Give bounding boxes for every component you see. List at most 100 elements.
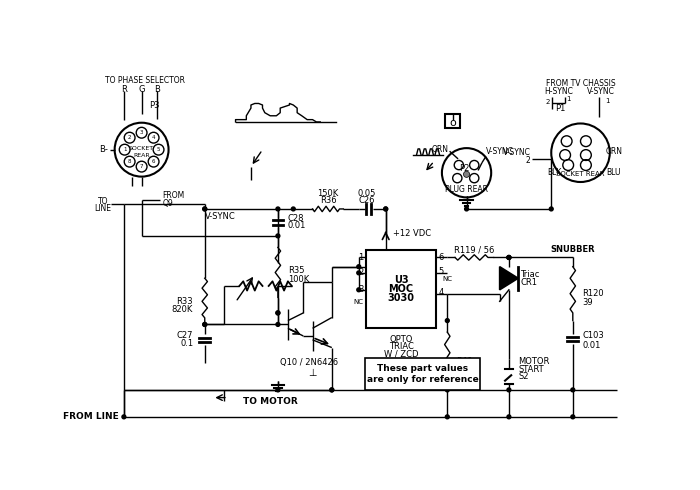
Text: 1K: 1K	[456, 365, 468, 373]
Text: 6: 6	[152, 159, 155, 164]
Circle shape	[203, 322, 206, 326]
Text: TO: TO	[98, 197, 108, 206]
Text: 0.01: 0.01	[288, 221, 307, 230]
Circle shape	[463, 171, 470, 177]
Circle shape	[276, 322, 280, 326]
Text: SOCKET: SOCKET	[129, 146, 154, 150]
Bar	[445, 114, 461, 128]
Text: 2: 2	[358, 269, 363, 277]
Circle shape	[276, 311, 280, 315]
Text: 150K: 150K	[317, 189, 339, 198]
Text: 820K: 820K	[172, 305, 193, 314]
Text: Q9: Q9	[162, 199, 173, 208]
Text: TRIAC: TRIAC	[389, 343, 414, 351]
Text: 3030: 3030	[388, 294, 414, 303]
Circle shape	[507, 255, 511, 259]
Text: H-SYNC: H-SYNC	[545, 87, 573, 96]
Circle shape	[445, 415, 449, 419]
Text: 7: 7	[140, 164, 143, 169]
Text: U3: U3	[394, 275, 408, 285]
Text: ⊥: ⊥	[308, 368, 317, 378]
Text: 1: 1	[567, 96, 571, 102]
Circle shape	[330, 388, 334, 392]
Text: ORN: ORN	[432, 145, 449, 154]
Circle shape	[571, 388, 575, 392]
Text: PLUG REAR: PLUG REAR	[445, 185, 488, 194]
Text: 1: 1	[123, 147, 127, 152]
Text: 0.05: 0.05	[357, 189, 376, 198]
Text: R35: R35	[288, 266, 304, 275]
Circle shape	[276, 388, 280, 392]
Text: C103: C103	[582, 332, 604, 341]
Text: V-SYNC: V-SYNC	[587, 87, 615, 96]
Text: 100K: 100K	[288, 274, 309, 284]
Text: 4: 4	[152, 135, 155, 140]
Text: R36: R36	[320, 196, 336, 205]
Text: 2: 2	[128, 135, 132, 140]
Text: R33: R33	[176, 297, 193, 306]
Circle shape	[276, 234, 280, 238]
Text: 0.1: 0.1	[180, 339, 193, 348]
Circle shape	[276, 311, 280, 315]
Text: OPTO: OPTO	[389, 335, 413, 343]
Text: W / ZCD: W / ZCD	[384, 350, 419, 359]
Text: 39: 39	[582, 298, 593, 307]
Polygon shape	[500, 267, 518, 290]
Circle shape	[291, 207, 295, 211]
Text: C28: C28	[288, 214, 304, 222]
Circle shape	[507, 388, 511, 392]
Text: R119 / 56: R119 / 56	[454, 245, 494, 254]
Text: R: R	[121, 85, 127, 94]
Text: B-: B-	[99, 145, 108, 154]
Circle shape	[330, 388, 334, 392]
Text: 0.01: 0.01	[582, 341, 601, 350]
Text: 2: 2	[526, 156, 531, 165]
Text: NC: NC	[442, 276, 452, 282]
Text: MOTOR: MOTOR	[518, 357, 550, 366]
Circle shape	[550, 207, 553, 211]
Circle shape	[384, 207, 388, 211]
Text: 5: 5	[157, 147, 160, 152]
Text: FROM LINE: FROM LINE	[63, 413, 118, 421]
Text: G: G	[139, 85, 145, 94]
Text: SOCKET REAR: SOCKET REAR	[556, 172, 605, 177]
Bar	[366, 250, 435, 328]
Text: 8: 8	[128, 159, 132, 164]
Text: V-SYNC: V-SYNC	[486, 147, 514, 156]
Text: 1: 1	[605, 98, 610, 104]
Circle shape	[507, 255, 511, 259]
Text: P3: P3	[149, 100, 160, 109]
Text: ORN: ORN	[605, 147, 622, 156]
Circle shape	[507, 415, 511, 419]
Text: 1: 1	[358, 253, 363, 262]
Circle shape	[203, 322, 206, 326]
Text: LINE: LINE	[94, 204, 111, 213]
Circle shape	[276, 207, 280, 211]
Circle shape	[357, 288, 360, 292]
Text: 5: 5	[439, 267, 444, 276]
Text: C27: C27	[176, 332, 193, 341]
Text: TO PHASE SELECTOR: TO PHASE SELECTOR	[105, 76, 185, 85]
Text: R120: R120	[582, 289, 603, 298]
Text: 4: 4	[439, 288, 444, 296]
Circle shape	[465, 207, 468, 211]
Circle shape	[203, 207, 206, 211]
Text: FROM: FROM	[162, 192, 185, 200]
Text: FROM TV CHASSIS: FROM TV CHASSIS	[546, 79, 615, 88]
Text: are only for reference: are only for reference	[367, 375, 479, 384]
Circle shape	[445, 318, 449, 322]
Circle shape	[384, 207, 388, 211]
Text: o: o	[449, 119, 456, 128]
Circle shape	[357, 271, 360, 275]
Bar	[365, 358, 480, 390]
Text: MOC: MOC	[389, 284, 414, 294]
Circle shape	[357, 265, 360, 269]
Text: These part values: These part values	[377, 364, 468, 373]
Text: P1: P1	[555, 104, 566, 113]
Text: TO MOTOR: TO MOTOR	[243, 397, 298, 406]
Circle shape	[203, 207, 206, 211]
Text: B: B	[154, 85, 160, 94]
Text: CR1: CR1	[520, 278, 538, 287]
Circle shape	[507, 255, 511, 259]
Text: 6: 6	[439, 253, 444, 262]
